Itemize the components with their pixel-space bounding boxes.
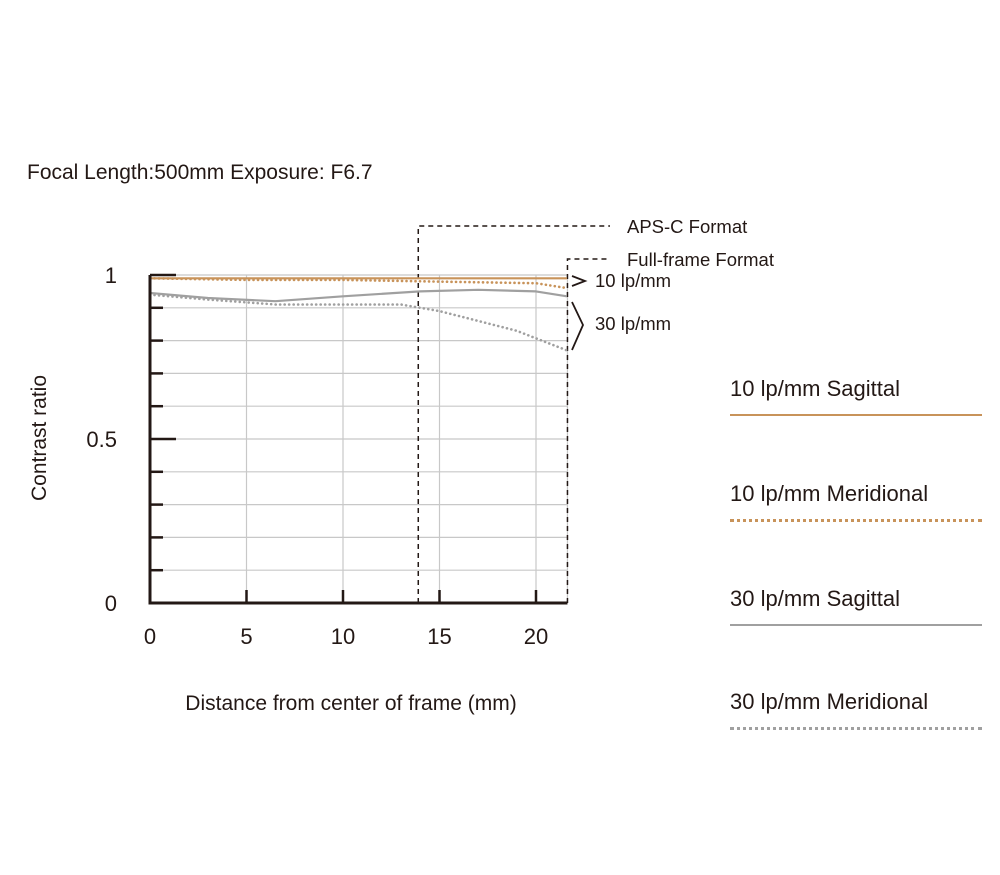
group-marker-30-brace <box>571 301 584 351</box>
group-label-10: 10 lp/mm <box>595 270 671 291</box>
series-line-1 <box>148 276 569 290</box>
group-label-30: 30 lp/mm <box>595 313 671 334</box>
grid-lines <box>150 274 569 603</box>
series-lines <box>148 276 569 352</box>
legend-item-10-sagittal: 10 lp/mm Sagittal <box>730 376 982 416</box>
aps-c-label: APS-C Format <box>627 216 747 237</box>
legend-swatch-30-sagittal <box>730 624 982 626</box>
legend-swatch-30-meridional <box>730 727 982 730</box>
x-tick-label: 0 <box>144 624 156 649</box>
group-marker-10-chevron <box>571 275 588 287</box>
full-frame-boundary <box>566 258 610 603</box>
legend-swatch-10-sagittal <box>730 414 982 416</box>
legend-swatch-10-meridional <box>730 519 982 522</box>
x-tick-label: 15 <box>427 624 451 649</box>
legend-label-10-meridional: 10 lp/mm Meridional <box>730 481 929 506</box>
aps-c-boundary <box>417 225 610 603</box>
x-tick-label: 5 <box>240 624 252 649</box>
legend-label-30-sagittal: 30 lp/mm Sagittal <box>730 586 900 611</box>
series-line-2 <box>149 288 568 303</box>
legend-item-10-meridional: 10 lp/mm Meridional <box>730 481 982 522</box>
legend-item-30-meridional: 30 lp/mm Meridional <box>730 689 982 730</box>
axes <box>148 273 568 605</box>
legend-item-30-sagittal: 30 lp/mm Sagittal <box>730 586 982 626</box>
legend-label-10-sagittal: 10 lp/mm Sagittal <box>730 376 900 401</box>
y-tick-label: 0.5 <box>86 427 117 452</box>
x-tick-label: 20 <box>524 624 548 649</box>
full-frame-label: Full-frame Format <box>627 249 774 270</box>
y-tick-label: 1 <box>105 263 117 288</box>
x-tick-label: 10 <box>331 624 355 649</box>
y-tick-label: 0 <box>105 591 117 616</box>
legend-label-30-meridional: 30 lp/mm Meridional <box>730 689 929 714</box>
chart-title: Focal Length:500mm Exposure: F6.7 <box>27 161 373 184</box>
series-line-3 <box>148 293 569 352</box>
format-boundaries <box>417 225 610 603</box>
y-axis-title: Contrast ratio <box>28 375 51 501</box>
x-axis-title: Distance from center of frame (mm) <box>185 692 516 715</box>
